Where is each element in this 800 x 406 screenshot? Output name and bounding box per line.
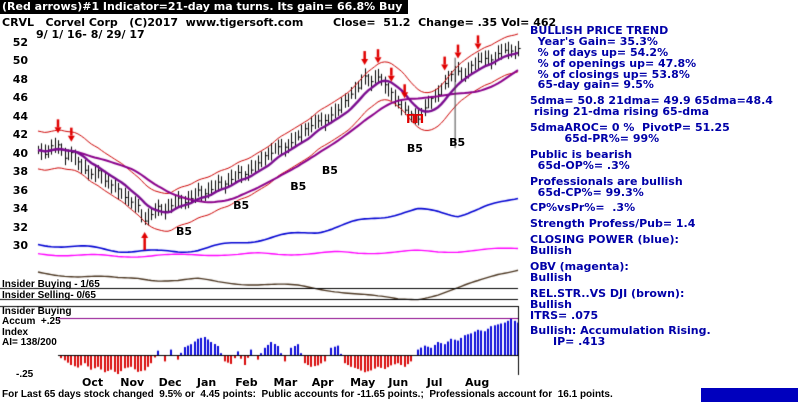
y-axis-label: 40	[12, 146, 28, 160]
b5-signal-label: B5	[290, 179, 307, 193]
month-label: Jun	[388, 376, 409, 389]
indicator-panel-line: Year's Gain= 35.3%	[530, 34, 658, 48]
indicator-panel-line: 65-day gain= 9.5%	[530, 78, 654, 92]
indicator-panel-line: REL.STR..VS DJI (brown):	[530, 286, 685, 300]
indicator-panel-line: BULLISH PRICE TREND	[530, 24, 669, 37]
accum-label-line: Index	[2, 326, 29, 338]
indicator-panel-line: Strength Profess/Pub= 1.4	[530, 217, 696, 231]
y-axis-label: 36	[12, 183, 28, 197]
indicator-panel-line: Bullish	[530, 270, 572, 284]
y-axis-label: 34	[12, 202, 28, 216]
b5-signal-label: B5	[321, 164, 338, 178]
accum-index-label-block: Insider Buying Accum +.25 Index AI= 138/…	[2, 306, 72, 349]
pause-mark: Π	[405, 111, 416, 126]
month-label: Jul	[426, 376, 443, 389]
y-axis-label: 46	[12, 91, 28, 105]
indicator-panel-line: Bullish: Accumulation Rising.	[530, 324, 711, 338]
month-label: Dec	[158, 376, 182, 389]
month-label: Aug	[465, 376, 490, 389]
month-label: May	[350, 376, 376, 389]
month-label: Jan	[196, 376, 217, 389]
month-label: Apr	[311, 376, 334, 389]
indicator-panel-line: 65d-PR%= 99%	[530, 132, 660, 146]
quote-summary: Close= 51.2 Change= .35 Vol= 462	[333, 16, 557, 29]
indicator-panel-line: 5dma= 50.8 21dma= 49.9 65dma=48.4	[530, 94, 773, 108]
accum-label-line: Insider Buying	[2, 306, 72, 317]
indicator-panel-line: 65d-CP%= 99.3%	[530, 185, 644, 199]
date-range: 9/ 1/ 16- 8/ 29/ 17	[36, 28, 145, 41]
indicator-panel-line: CP%vsPr%= .3%	[530, 201, 636, 215]
month-label: Mar	[273, 376, 298, 389]
indicator-panel-line: Bullish	[530, 297, 572, 311]
indicator-panel-line: % of days up= 54.2%	[530, 45, 669, 59]
accum-label-line: AI= 138/200	[2, 337, 57, 349]
y-axis-label: 52	[12, 36, 28, 49]
y-axis-label: 38	[12, 165, 28, 179]
pause-mark: Π	[414, 111, 425, 126]
month-label: Feb	[235, 376, 258, 389]
y-axis-label: 50	[12, 54, 28, 68]
indicator-panel-line: Professionals are bullish	[530, 174, 683, 188]
indicator-panel-line: Bullish	[530, 244, 572, 258]
indicator-panel-line: Public is bearish	[530, 147, 633, 161]
indicator-panel-line: 5dmaAROC= 0 % PivotP= 51.25	[530, 121, 730, 135]
indicator-banner: (Red arrows)#1 Indicator=21-day ma turns…	[0, 0, 409, 14]
y-axis-label: 44	[12, 109, 28, 123]
footer-summary: For Last 65 days stock changed 9.5% or 4…	[2, 389, 613, 400]
indicator-panel-line: % of closings up= 53.8%	[530, 67, 690, 81]
indicator-panel-line: ITRS= .075	[530, 308, 599, 322]
y-axis-label: 48	[12, 72, 28, 86]
insider-buying-label: Insider Buying - 1/65	[2, 279, 100, 290]
accum-label-line: Accum +.25	[2, 316, 61, 328]
indicator-panel-line: % of openings up= 47.8%	[530, 56, 697, 70]
indicator-panel-line: 65d-OP%= .3%	[530, 158, 630, 172]
y-axis-label: 32	[12, 220, 28, 234]
indicator-panel-line: CLOSING POWER (blue):	[530, 233, 679, 247]
indicator-stats-panel: BULLISH PRICE TREND Year's Gain= 35.3% %…	[530, 24, 798, 349]
y-axis-label: 42	[12, 128, 28, 142]
b5-signal-label: B5	[406, 142, 423, 156]
b5-signal-label: B5	[175, 225, 192, 239]
footer-highlight-artifact	[701, 388, 798, 402]
y-axis-label: 30	[12, 239, 28, 252]
accum-minus-level-label: -.25	[16, 369, 34, 380]
month-label: Nov	[120, 376, 145, 389]
indicator-panel-line: OBV (magenta):	[530, 260, 629, 274]
indicator-panel-line: IP= .413	[530, 335, 606, 349]
b5-signal-label: B5	[233, 199, 250, 213]
indicator-panel-line: rising 21-dma rising 65-dma	[530, 105, 710, 119]
month-label: Oct	[82, 376, 104, 389]
ticker-line: CRVL Corvel Corp (C)2017 www.tigersoft.c…	[2, 16, 304, 29]
insider-selling-label: Insider Selling- 0/65	[2, 290, 96, 301]
b5-signal-label: B5	[449, 135, 466, 149]
